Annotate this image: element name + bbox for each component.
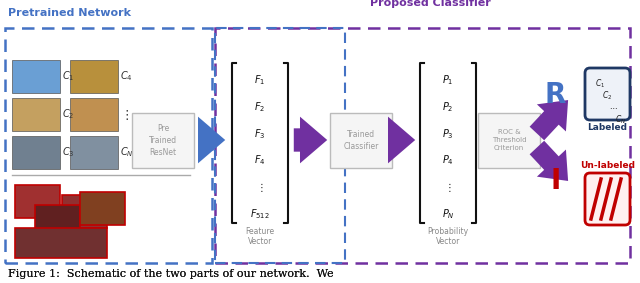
Text: $C_N$: $C_N$ xyxy=(120,145,134,159)
Text: Un-labeled: Un-labeled xyxy=(580,161,635,170)
Text: Figure 1:  Schematic of the two parts of our network.  We: Figure 1: Schematic of the two parts of … xyxy=(8,269,333,279)
Text: ROC &
Threshold
Criterion: ROC & Threshold Criterion xyxy=(492,130,526,151)
Text: $P_4$: $P_4$ xyxy=(442,153,454,167)
Text: $\cdots$: $\cdots$ xyxy=(609,102,618,111)
Bar xyxy=(478,113,540,168)
Text: $C_1$: $C_1$ xyxy=(62,70,74,83)
Text: $P_N$: $P_N$ xyxy=(442,207,454,220)
Bar xyxy=(70,60,118,93)
Text: Pre
Trained
ResNet: Pre Trained ResNet xyxy=(149,124,177,157)
Text: $C_3$: $C_3$ xyxy=(62,145,75,159)
FancyBboxPatch shape xyxy=(585,173,630,225)
Text: $\mathbf{R}$: $\mathbf{R}$ xyxy=(543,81,566,109)
Text: Probability
Vector: Probability Vector xyxy=(428,227,468,246)
Bar xyxy=(70,136,118,169)
Text: $C_2$: $C_2$ xyxy=(602,90,612,102)
Text: $P_1$: $P_1$ xyxy=(442,73,454,87)
Text: $F_1$: $F_1$ xyxy=(254,73,266,87)
Text: $F_2$: $F_2$ xyxy=(255,100,266,114)
Text: $\mathbf{I}$: $\mathbf{I}$ xyxy=(550,167,560,195)
Text: Trained
Classifier: Trained Classifier xyxy=(343,130,379,151)
Bar xyxy=(70,98,118,131)
Text: Figure 1:  Schematic of the two parts of our network.  We: Figure 1: Schematic of the two parts of … xyxy=(8,269,333,279)
Bar xyxy=(132,113,194,168)
Text: $C_4$: $C_4$ xyxy=(120,70,132,83)
Text: $C_1$: $C_1$ xyxy=(595,78,605,91)
Text: Labeled: Labeled xyxy=(588,123,627,132)
Text: $C_2$: $C_2$ xyxy=(62,108,74,121)
Bar xyxy=(12,60,60,93)
Bar xyxy=(12,98,60,131)
Bar xyxy=(35,205,80,238)
Bar xyxy=(215,28,345,263)
Text: $\vdots$: $\vdots$ xyxy=(256,181,264,194)
Text: $\vdots$: $\vdots$ xyxy=(444,181,452,194)
Text: $F_4$: $F_4$ xyxy=(254,153,266,167)
FancyBboxPatch shape xyxy=(585,68,630,120)
Text: $P_2$: $P_2$ xyxy=(442,100,454,114)
Text: $\vdots$: $\vdots$ xyxy=(120,108,129,121)
Bar xyxy=(62,195,107,228)
Bar xyxy=(15,185,60,218)
Bar xyxy=(15,228,107,258)
Bar xyxy=(5,28,212,263)
Text: Feature
Vector: Feature Vector xyxy=(245,227,275,246)
Text: $F_3$: $F_3$ xyxy=(254,127,266,141)
Text: $F_{512}$: $F_{512}$ xyxy=(250,207,270,220)
Bar xyxy=(12,136,60,169)
Text: Pretrained Network: Pretrained Network xyxy=(8,8,131,18)
Bar xyxy=(215,28,630,263)
Text: $P_3$: $P_3$ xyxy=(442,127,454,141)
Bar xyxy=(80,192,125,225)
Text: Proposed Classifier: Proposed Classifier xyxy=(370,0,490,8)
Text: $C_N$: $C_N$ xyxy=(615,114,626,127)
Bar xyxy=(330,113,392,168)
